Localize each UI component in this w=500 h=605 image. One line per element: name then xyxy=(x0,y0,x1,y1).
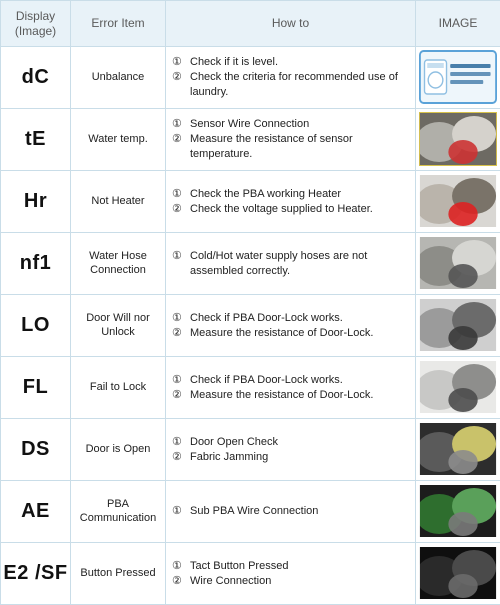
header-item: Error Item xyxy=(71,1,166,47)
error-item: Door Will nor Unlock xyxy=(71,310,165,342)
table-row: LO Door Will nor Unlock ①Check if PBA Do… xyxy=(1,295,500,357)
display-code: Hr xyxy=(1,190,70,213)
table-row: DS Door is Open ①Door Open Check②Fabric … xyxy=(1,419,500,481)
display-code: LO xyxy=(1,314,70,337)
step-text: Wire Connection xyxy=(190,574,407,589)
howto-steps: ①Sensor Wire Connection②Measure the resi… xyxy=(166,113,415,166)
error-code-table: Display(Image) Error Item How to IMAGE d… xyxy=(0,0,500,605)
display-code: nf1 xyxy=(1,252,70,275)
thumbnail xyxy=(416,47,500,108)
error-item: Unbalance xyxy=(71,69,165,87)
howto-steps: ①Door Open Check②Fabric Jamming xyxy=(166,431,415,469)
table-row: E2 /SF Button Pressed ①Tact Button Press… xyxy=(1,543,500,605)
step-text: Check if it is level. xyxy=(190,55,407,70)
howto-steps: ①Sub PBA Wire Connection xyxy=(166,500,415,523)
howto-steps: ①Check if PBA Door-Lock works.②Measure t… xyxy=(166,369,415,407)
table-row: FL Fail to Lock ①Check if PBA Door-Lock … xyxy=(1,357,500,419)
howto-steps: ①Check the PBA working Heater②Check the … xyxy=(166,183,415,221)
display-code: dC xyxy=(1,66,70,89)
howto-steps: ①Check if PBA Door-Lock works.②Measure t… xyxy=(166,307,415,345)
error-item: PBA Communication xyxy=(71,496,165,528)
error-item: Button Pressed xyxy=(71,565,165,583)
error-item: Door is Open xyxy=(71,441,165,459)
table-row: tE Water temp. ①Sensor Wire Connection②M… xyxy=(1,109,500,171)
howto-steps: ①Tact Button Pressed②Wire Connection xyxy=(166,555,415,593)
table-row: dC Unbalance ①Check if it is level.②Chec… xyxy=(1,47,500,109)
thumbnail xyxy=(416,109,500,170)
table-row: nf1 Water Hose Connection ①Cold/Hot wate… xyxy=(1,233,500,295)
step-text: Sensor Wire Connection xyxy=(190,117,407,132)
step-text: Check the PBA working Heater xyxy=(190,187,407,202)
display-code: FL xyxy=(1,376,70,399)
howto-steps: ①Cold/Hot water supply hoses are not ass… xyxy=(166,245,415,283)
thumbnail xyxy=(416,233,500,294)
step-text: Check the voltage supplied to Heater. xyxy=(190,202,407,217)
thumbnail xyxy=(416,357,500,418)
thumbnail xyxy=(416,171,500,232)
error-item: Fail to Lock xyxy=(71,379,165,397)
step-text: Door Open Check xyxy=(190,435,407,450)
step-text: Measure the resistance of Door-Lock. xyxy=(190,326,407,341)
step-text: Cold/Hot water supply hoses are not asse… xyxy=(190,249,407,279)
thumbnail xyxy=(416,543,500,604)
step-text: Fabric Jamming xyxy=(190,450,407,465)
display-code: AE xyxy=(1,500,70,523)
step-text: Sub PBA Wire Connection xyxy=(190,504,407,519)
thumbnail xyxy=(416,419,500,480)
step-text: Check if PBA Door-Lock works. xyxy=(190,373,407,388)
table-header-row: Display(Image) Error Item How to IMAGE xyxy=(1,1,500,47)
step-text: Measure the resistance of sensor tempera… xyxy=(190,132,407,162)
thumbnail xyxy=(416,481,500,542)
table-row: Hr Not Heater ①Check the PBA working Hea… xyxy=(1,171,500,233)
header-howto: How to xyxy=(166,1,416,47)
display-code: tE xyxy=(1,128,70,151)
thumbnail xyxy=(416,295,500,356)
header-display: Display(Image) xyxy=(1,1,71,47)
display-code: DS xyxy=(1,438,70,461)
table-row: AE PBA Communication ①Sub PBA Wire Conne… xyxy=(1,481,500,543)
step-text: Check if PBA Door-Lock works. xyxy=(190,311,407,326)
error-item: Not Heater xyxy=(71,193,165,211)
error-item: Water Hose Connection xyxy=(71,248,165,280)
step-text: Tact Button Pressed xyxy=(190,559,407,574)
display-code: E2 /SF xyxy=(1,562,70,585)
howto-steps: ①Check if it is level.②Check the criteri… xyxy=(166,51,415,104)
step-text: Check the criteria for recommended use o… xyxy=(190,70,407,100)
header-image: IMAGE xyxy=(416,1,500,47)
error-item: Water temp. xyxy=(71,131,165,149)
step-text: Measure the resistance of Door-Lock. xyxy=(190,388,407,403)
